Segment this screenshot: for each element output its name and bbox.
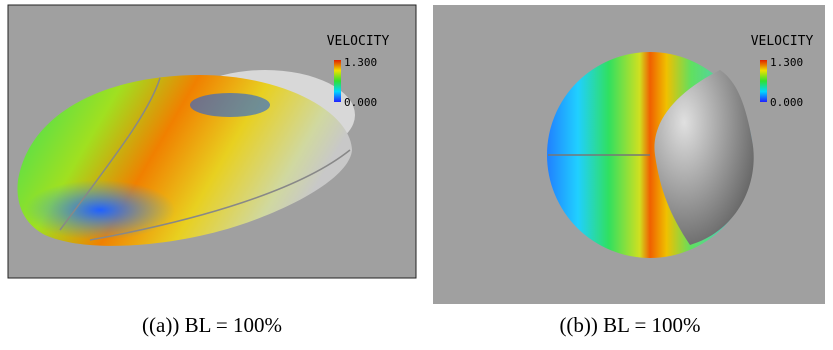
caption: ((b)) BL = 100% [559, 313, 700, 337]
low-velocity-region [190, 93, 270, 117]
panel-a: VELOCITY 1.300 0.000 ((a)) BL = 100% [7, 4, 417, 337]
legend-min: 0.000 [770, 96, 803, 109]
caption: ((a)) BL = 100% [142, 313, 282, 337]
legend-min: 0.000 [344, 96, 377, 109]
low-velocity-region [25, 180, 175, 240]
colorbar [334, 60, 341, 102]
streamline [59, 77, 351, 241]
colorbar [760, 60, 767, 102]
legend-title: VELOCITY [751, 34, 814, 49]
panel-b: VELOCITY 1.300 0.000 ((b)) BL = 100% [433, 5, 825, 337]
body-shell [654, 70, 754, 245]
legend-title: VELOCITY [327, 34, 390, 49]
legend-max: 1.300 [770, 56, 803, 69]
legend-max: 1.300 [344, 56, 377, 69]
